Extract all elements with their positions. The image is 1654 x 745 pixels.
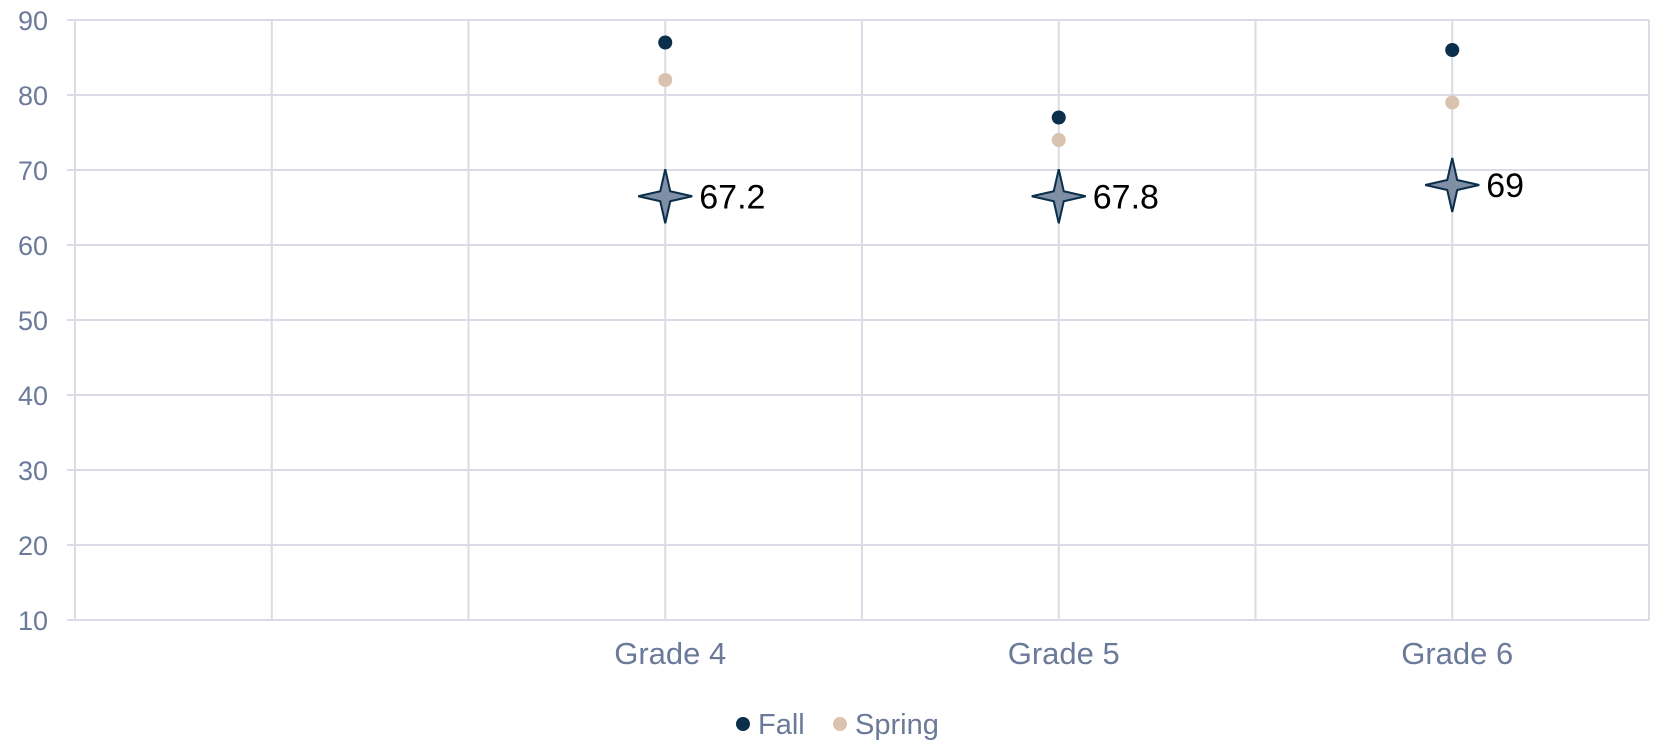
y-tick-label: 10 [18,606,48,636]
legend-marker-fall [736,717,750,731]
y-tick-label: 90 [18,6,48,36]
spring-point [658,73,673,87]
fall-point [1051,110,1066,125]
star-marker [1425,157,1480,213]
star-marker [638,169,693,224]
grid-layer [74,19,1650,621]
axis-layer: 10 20 30 40 50 60 70 80 90 Grade 4 Grade 5 Grade 6 [18,6,1649,671]
y-tick-label: 60 [18,231,48,261]
y-tick-label: 80 [18,81,48,111]
data-label: 67.8 [1093,178,1159,216]
x-tick-label: Grade 6 [1401,636,1513,671]
legend-marker-spring [833,717,847,731]
fall-point [1445,43,1460,57]
x-tick-label: Grade 4 [614,636,726,671]
spring-point [1445,95,1460,110]
star-marker [1031,169,1086,224]
y-tick-label: 20 [18,531,48,561]
data-label: 69 [1486,167,1524,205]
legend: Fall Spring [736,709,939,741]
legend-label-fall: Fall [758,709,805,741]
y-tick-label: 50 [18,306,48,336]
legend-label-spring: Spring [855,709,939,741]
marks-layer [638,35,1480,224]
spring-point [1051,133,1066,147]
x-tick-label: Grade 5 [1008,636,1120,671]
data-label: 67.2 [699,178,765,216]
label-layer: 67.2 67.8 69 [699,167,1524,216]
fall-point [658,35,673,50]
y-tick-label: 40 [18,381,48,411]
y-tick-label: 30 [18,456,48,486]
y-tick-label: 70 [18,156,48,186]
